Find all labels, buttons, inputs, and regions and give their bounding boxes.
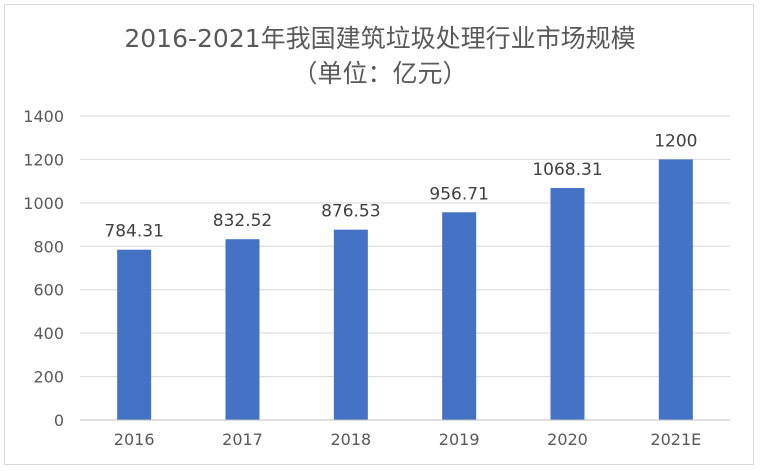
x-tick-label: 2018 <box>330 430 371 449</box>
bar <box>658 159 693 420</box>
bar <box>333 229 368 420</box>
data-label: 876.53 <box>321 202 380 222</box>
y-tick-label: 0 <box>54 411 64 430</box>
chart-title: 2016-2021年我国建筑垃圾处理行业市场规模 <box>124 24 636 53</box>
y-tick-label: 800 <box>33 237 64 256</box>
y-tick-label: 1000 <box>23 194 64 213</box>
bars <box>117 159 693 420</box>
data-label: 1068.31 <box>532 160 602 180</box>
data-label: 1200 <box>654 131 697 151</box>
data-label: 784.31 <box>104 222 163 242</box>
x-tick-label: 2017 <box>222 430 263 449</box>
y-tick-label: 1200 <box>23 150 64 169</box>
data-label: 956.71 <box>429 184 488 204</box>
y-tick-label: 600 <box>33 281 64 300</box>
axes: 0 200 400 600 800 1000 1200 1400 2016 2017 2018 201… <box>23 107 730 449</box>
bar <box>550 188 585 420</box>
bar <box>117 249 152 420</box>
data-label: 832.52 <box>213 211 272 231</box>
x-tick-label: 2021E <box>650 430 701 449</box>
y-tick-label: 200 <box>33 368 64 387</box>
y-tick-label: 1400 <box>23 107 64 126</box>
bar <box>225 239 260 420</box>
y-tick-label: 400 <box>33 324 64 343</box>
data-labels: 784.31 832.52 876.53 956.71 1068.31 1200 <box>104 131 697 241</box>
x-tick-label: 2020 <box>547 430 588 449</box>
x-tick-label: 2019 <box>439 430 480 449</box>
x-tick-label: 2016 <box>114 430 155 449</box>
gridlines <box>80 115 730 378</box>
chart-subtitle: （单位：亿元） <box>292 59 468 88</box>
bar <box>442 212 477 420</box>
